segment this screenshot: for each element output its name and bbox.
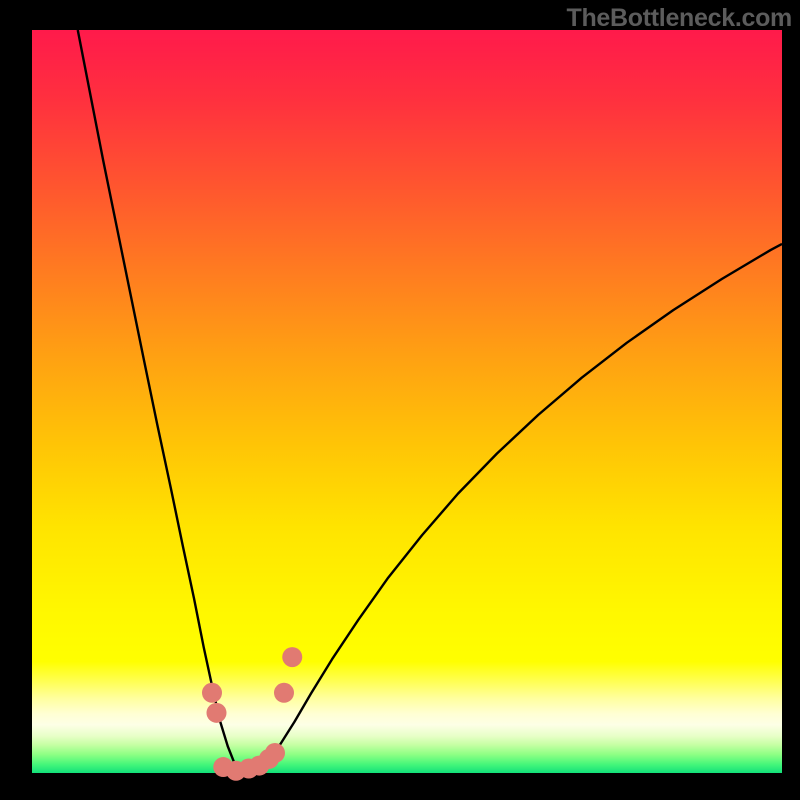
data-marker — [202, 683, 222, 703]
data-marker — [265, 743, 285, 763]
chart-container: TheBottleneck.com — [0, 0, 800, 800]
heat-gradient-area — [32, 30, 782, 773]
data-marker — [274, 683, 294, 703]
watermark-text: TheBottleneck.com — [566, 4, 792, 33]
chart-svg — [0, 0, 800, 800]
data-marker — [282, 647, 302, 667]
data-marker — [207, 703, 227, 723]
